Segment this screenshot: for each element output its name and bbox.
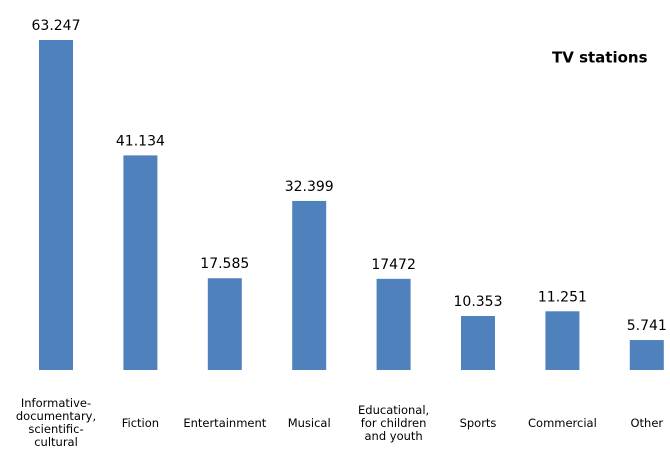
- chart-title: TV stations: [552, 49, 648, 67]
- bar: [629, 340, 664, 370]
- bar: [292, 200, 327, 370]
- x-tick-label: Other: [630, 415, 664, 430]
- bar: [376, 278, 411, 370]
- data-label: 63.247: [32, 18, 81, 34]
- x-tick-label: Commercial: [528, 415, 597, 430]
- data-label: 41.134: [116, 133, 165, 149]
- data-label: 10.353: [454, 294, 503, 310]
- bar: [545, 311, 580, 370]
- bar: [39, 40, 73, 370]
- data-label: 5.741: [627, 318, 667, 334]
- x-tick-label: Sports: [459, 415, 497, 430]
- data-label: 17.585: [200, 256, 249, 272]
- bar: [207, 278, 242, 370]
- bar: [461, 315, 495, 370]
- x-tick-label: Fiction: [121, 415, 160, 430]
- data-label: 11.251: [538, 289, 587, 305]
- data-label: 17472: [371, 257, 416, 273]
- x-tick-label: Informative-documentary, scientific-cult…: [15, 396, 97, 449]
- x-tick-label: Educational, for children and youth: [358, 402, 430, 443]
- x-tick-label: Musical: [287, 415, 331, 430]
- bar: [123, 155, 158, 370]
- data-label: 32.399: [285, 179, 334, 195]
- x-tick-label: Entertainment: [183, 415, 267, 430]
